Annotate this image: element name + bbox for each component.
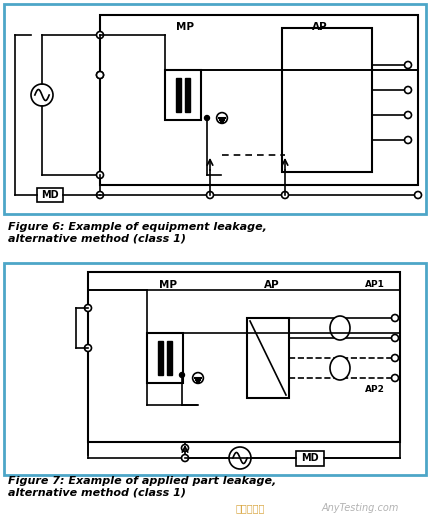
- Circle shape: [84, 345, 91, 351]
- Text: AP: AP: [264, 280, 279, 290]
- Circle shape: [96, 32, 103, 38]
- Circle shape: [181, 455, 188, 461]
- Bar: [175, 78, 181, 112]
- Circle shape: [96, 72, 103, 78]
- Bar: [184, 78, 190, 112]
- Circle shape: [96, 192, 103, 198]
- Bar: [147, 333, 183, 383]
- Circle shape: [84, 305, 91, 311]
- Bar: [158, 341, 163, 375]
- Bar: [4, 263, 425, 475]
- Text: MD: MD: [301, 453, 318, 463]
- Text: Figure 7: Example of applied part leakage,
alternative method (class 1): Figure 7: Example of applied part leakag…: [8, 476, 276, 498]
- Text: MP: MP: [159, 280, 177, 290]
- Circle shape: [404, 87, 411, 93]
- Circle shape: [179, 373, 184, 377]
- Bar: [165, 70, 200, 120]
- Circle shape: [390, 335, 398, 342]
- Bar: [100, 15, 417, 185]
- Bar: [281, 28, 371, 172]
- Circle shape: [390, 375, 398, 381]
- Text: AP: AP: [311, 22, 327, 32]
- Text: AP2: AP2: [364, 385, 384, 394]
- Bar: [295, 450, 323, 466]
- Bar: [37, 188, 63, 202]
- Circle shape: [281, 192, 288, 198]
- Circle shape: [181, 444, 188, 452]
- Circle shape: [414, 192, 421, 198]
- Circle shape: [206, 192, 213, 198]
- Ellipse shape: [329, 356, 349, 380]
- Circle shape: [404, 112, 411, 118]
- Text: AP1: AP1: [364, 280, 384, 289]
- Text: 手校检测网: 手校检测网: [235, 503, 264, 513]
- Circle shape: [204, 116, 209, 120]
- Bar: [88, 272, 399, 442]
- Bar: [246, 318, 289, 398]
- Text: AnyTesting.com: AnyTesting.com: [321, 503, 398, 513]
- Bar: [4, 4, 425, 214]
- Text: Figure 6: Example of equipment leakage,
alternative method (class 1): Figure 6: Example of equipment leakage, …: [8, 222, 266, 243]
- Bar: [166, 341, 172, 375]
- Ellipse shape: [329, 316, 349, 340]
- Circle shape: [404, 61, 411, 69]
- Circle shape: [390, 315, 398, 321]
- Circle shape: [96, 72, 103, 78]
- Circle shape: [96, 171, 103, 179]
- Text: MD: MD: [41, 190, 58, 200]
- Text: MP: MP: [175, 22, 194, 32]
- Circle shape: [390, 354, 398, 362]
- Circle shape: [404, 136, 411, 143]
